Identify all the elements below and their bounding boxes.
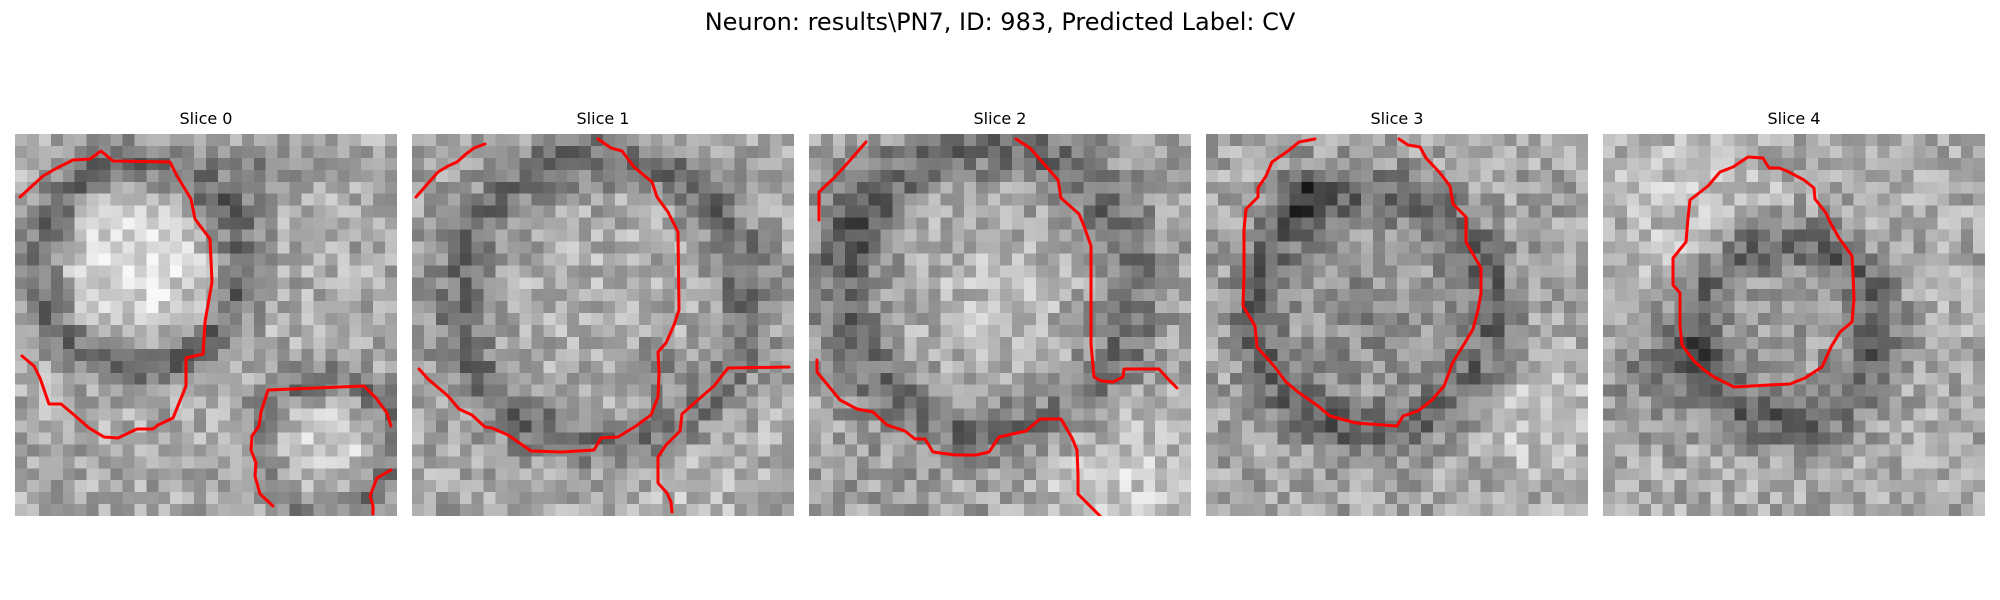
segmentation-contour [815,358,1103,516]
slice-1-title: Slice 1 [576,109,630,128]
segmentation-contour [817,140,868,222]
slice-3-title: Slice 3 [1370,109,1424,128]
slice-4-image [1603,134,1985,516]
segmentation-contour [656,365,791,514]
segmentation-contour [18,149,214,440]
figure-title: Neuron: results\PN7, ID: 983, Predicted … [704,8,1296,36]
slice-2-title: Slice 2 [973,109,1027,128]
segmentation-contour [414,142,487,199]
slice-2-image [809,134,1191,516]
slice-4-title: Slice 4 [1767,109,1821,128]
segmentation-contour [1671,155,1856,389]
segmentation-contour [1241,137,1483,428]
segmentation-contour [249,384,393,508]
segmentation-contour [368,468,393,516]
segmentation-contour [417,137,681,454]
pixel-grid [412,134,794,516]
segmentation-contour [1014,137,1179,390]
slice-3-image [1206,134,1588,516]
pixel-grid [1206,134,1588,516]
pixel-grid [809,134,1191,516]
slice-0-image [15,134,397,516]
slice-0-title: Slice 0 [179,109,233,128]
pixel-grid [1603,134,1985,516]
slice-1-image [412,134,794,516]
